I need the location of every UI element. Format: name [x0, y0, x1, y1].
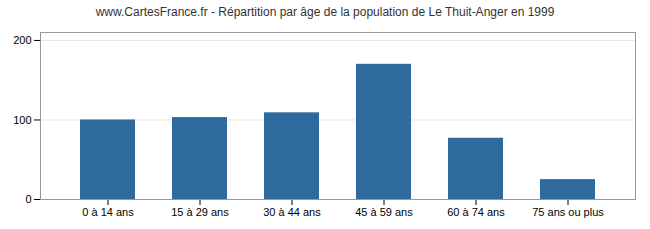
svg-text:75 ans ou plus: 75 ans ou plus	[532, 206, 604, 218]
html-text:www.CartesFrance.fr - Répartit: www.CartesFrance.fr - Répartition par âg…	[95, 5, 555, 19]
svg-text:100: 100	[13, 113, 31, 125]
svg-text:200: 200	[13, 34, 31, 46]
svg-text:15 à 29 ans: 15 à 29 ans	[171, 206, 229, 218]
svg-text:60 à 74 ans: 60 à 74 ans	[447, 206, 505, 218]
svg-text:30 à 44 ans: 30 à 44 ans	[263, 206, 321, 218]
svg-text:45 à 59 ans: 45 à 59 ans	[355, 206, 413, 218]
svg-text:0 à 14 ans: 0 à 14 ans	[82, 206, 134, 218]
svg-text:0: 0	[25, 193, 31, 205]
